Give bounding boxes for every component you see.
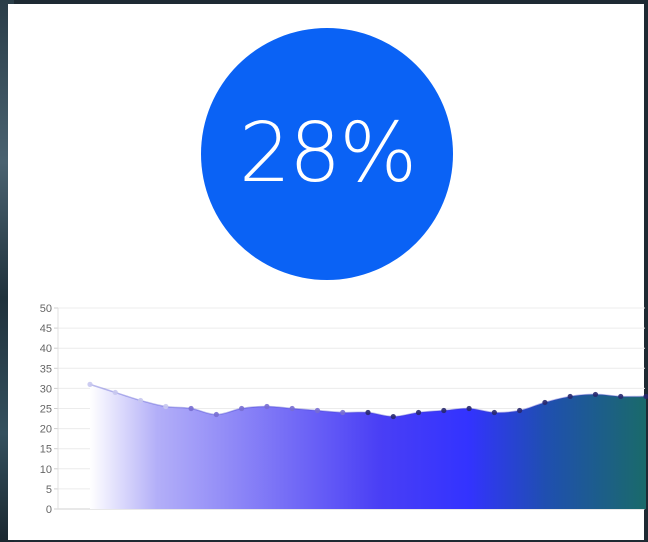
- y-tick-label: 45: [40, 323, 52, 335]
- data-point[interactable]: [137, 397, 144, 404]
- y-tick-label: 40: [40, 343, 52, 355]
- data-point[interactable]: [592, 391, 599, 398]
- data-point[interactable]: [542, 399, 548, 406]
- data-point[interactable]: [112, 389, 118, 396]
- y-tick-label: 35: [40, 363, 52, 375]
- y-tick-label: 10: [40, 464, 52, 476]
- data-point[interactable]: [213, 411, 219, 418]
- data-point[interactable]: [289, 405, 295, 412]
- area-fill: [90, 384, 646, 509]
- data-point[interactable]: [618, 393, 624, 400]
- data-point[interactable]: [87, 381, 93, 387]
- data-point[interactable]: [314, 407, 321, 414]
- data-point[interactable]: [643, 393, 648, 400]
- y-tick-label: 20: [40, 424, 52, 436]
- data-points: [87, 381, 648, 420]
- data-point[interactable]: [491, 409, 497, 416]
- y-tick-label: 5: [46, 484, 52, 496]
- data-point[interactable]: [441, 407, 447, 414]
- y-tick-label: 30: [40, 383, 52, 395]
- data-point[interactable]: [188, 405, 194, 412]
- data-point[interactable]: [517, 407, 523, 414]
- data-point[interactable]: [415, 409, 422, 416]
- gauge-value: 28%: [238, 105, 417, 201]
- data-point[interactable]: [264, 403, 270, 410]
- data-point[interactable]: [390, 413, 396, 420]
- y-tick-label: 25: [40, 404, 52, 416]
- data-point[interactable]: [567, 393, 573, 400]
- y-axis: 0 5 10 15 20 25 30 35 40 45 50: [40, 303, 52, 516]
- data-point[interactable]: [163, 403, 169, 410]
- y-tick-label: 15: [40, 444, 52, 456]
- data-point[interactable]: [239, 405, 245, 412]
- y-tick-label: 50: [40, 303, 52, 315]
- data-point[interactable]: [340, 409, 346, 416]
- y-tick-label: 0: [46, 504, 52, 516]
- area-series: [89, 383, 647, 509]
- data-point[interactable]: [365, 409, 371, 416]
- data-point[interactable]: [466, 405, 472, 412]
- percentage-gauge: 28%: [201, 28, 453, 280]
